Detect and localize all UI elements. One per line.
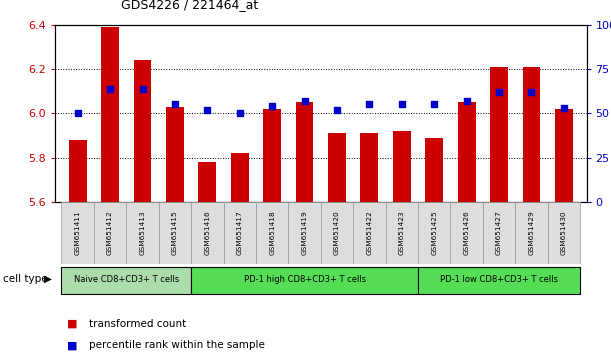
Text: percentile rank within the sample: percentile rank within the sample — [89, 340, 265, 350]
Bar — [483, 202, 515, 264]
Point — [462, 98, 472, 104]
Bar — [62, 202, 94, 264]
Text: GSM651420: GSM651420 — [334, 210, 340, 255]
Point — [267, 103, 277, 109]
Text: Naive CD8+CD3+ T cells: Naive CD8+CD3+ T cells — [74, 275, 179, 285]
Bar — [522, 67, 540, 202]
Text: GSM651430: GSM651430 — [561, 210, 567, 255]
Point — [235, 110, 244, 116]
Text: GSM651429: GSM651429 — [529, 210, 535, 255]
Text: transformed count: transformed count — [89, 319, 186, 329]
Bar — [450, 202, 483, 264]
Bar — [360, 133, 378, 202]
Bar — [490, 67, 508, 202]
Bar — [425, 138, 443, 202]
Point — [559, 105, 569, 111]
Bar — [393, 131, 411, 202]
Bar — [191, 202, 224, 264]
Text: ■: ■ — [67, 319, 78, 329]
Text: GSM651412: GSM651412 — [107, 210, 113, 255]
Bar — [263, 109, 281, 202]
Point — [494, 89, 504, 95]
Text: GSM651426: GSM651426 — [464, 210, 470, 255]
Bar — [94, 202, 126, 264]
Bar — [199, 162, 216, 202]
Bar — [418, 267, 580, 294]
Bar — [126, 202, 159, 264]
Bar — [555, 109, 573, 202]
Bar — [62, 267, 191, 294]
Bar — [231, 153, 249, 202]
Text: cell type: cell type — [3, 274, 48, 284]
Bar — [159, 202, 191, 264]
Bar — [166, 107, 184, 202]
Text: GSM651425: GSM651425 — [431, 210, 437, 255]
Text: GSM651417: GSM651417 — [236, 210, 243, 255]
Point — [137, 86, 147, 91]
Point — [365, 102, 375, 107]
Point — [430, 102, 439, 107]
Text: GDS4226 / 221464_at: GDS4226 / 221464_at — [121, 0, 258, 11]
Text: GSM651423: GSM651423 — [399, 210, 405, 255]
Bar — [101, 27, 119, 202]
Point — [527, 89, 536, 95]
Bar — [191, 267, 418, 294]
Bar — [69, 140, 87, 202]
Text: ▶: ▶ — [43, 274, 52, 284]
Point — [332, 107, 342, 113]
Point — [299, 98, 309, 104]
Point — [202, 107, 212, 113]
Point — [73, 110, 82, 116]
Text: GSM651411: GSM651411 — [75, 210, 81, 255]
Bar — [288, 202, 321, 264]
Bar — [256, 202, 288, 264]
Point — [170, 102, 180, 107]
Text: GSM651427: GSM651427 — [496, 210, 502, 255]
Bar — [547, 202, 580, 264]
Text: GSM651416: GSM651416 — [204, 210, 210, 255]
Text: ■: ■ — [67, 340, 78, 350]
Bar — [353, 202, 386, 264]
Bar — [386, 202, 418, 264]
Text: GSM651419: GSM651419 — [302, 210, 307, 255]
Point — [105, 86, 115, 91]
Bar — [321, 202, 353, 264]
Bar — [134, 60, 152, 202]
Bar — [296, 102, 313, 202]
Text: PD-1 high CD8+CD3+ T cells: PD-1 high CD8+CD3+ T cells — [244, 275, 365, 285]
Text: GSM651413: GSM651413 — [139, 210, 145, 255]
Text: GSM651422: GSM651422 — [367, 210, 372, 255]
Bar — [458, 102, 475, 202]
Bar — [515, 202, 547, 264]
Bar — [328, 133, 346, 202]
Text: PD-1 low CD8+CD3+ T cells: PD-1 low CD8+CD3+ T cells — [440, 275, 558, 285]
Text: GSM651415: GSM651415 — [172, 210, 178, 255]
Bar — [224, 202, 256, 264]
Bar — [418, 202, 450, 264]
Point — [397, 102, 407, 107]
Text: GSM651418: GSM651418 — [269, 210, 275, 255]
